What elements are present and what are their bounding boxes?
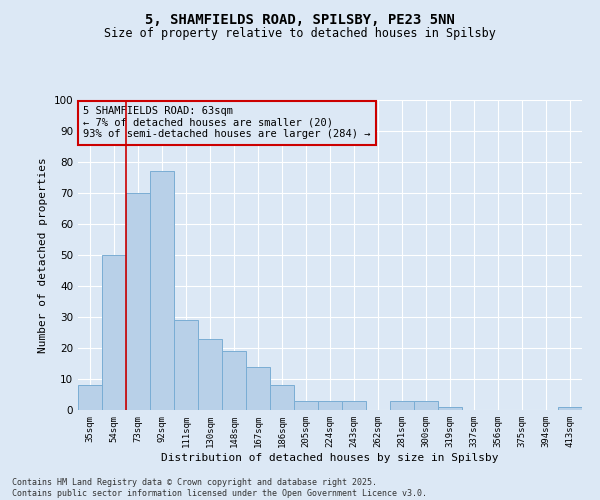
Bar (78, 385, 102, 410)
Text: Size of property relative to detached houses in Spilsby: Size of property relative to detached ho… (104, 28, 496, 40)
Y-axis label: Number of detached properties: Number of detached properties (38, 157, 48, 353)
Bar (198, 338, 222, 410)
Bar (222, 351, 246, 410)
Bar (246, 366, 270, 410)
Text: 5, SHAMFIELDS ROAD, SPILSBY, PE23 5NN: 5, SHAMFIELDS ROAD, SPILSBY, PE23 5NN (145, 12, 455, 26)
X-axis label: Distribution of detached houses by size in Spilsby: Distribution of detached houses by size … (161, 452, 499, 462)
Bar (294, 400, 318, 410)
Bar (414, 400, 438, 410)
Bar (318, 400, 342, 410)
Bar (174, 320, 198, 410)
Bar (342, 400, 366, 410)
Text: Contains HM Land Registry data © Crown copyright and database right 2025.
Contai: Contains HM Land Registry data © Crown c… (12, 478, 427, 498)
Bar (438, 407, 462, 410)
Bar (150, 172, 174, 410)
Bar (390, 400, 414, 410)
Bar (102, 255, 126, 410)
Bar (126, 193, 150, 410)
Bar (270, 385, 294, 410)
Text: 5 SHAMFIELDS ROAD: 63sqm
← 7% of detached houses are smaller (20)
93% of semi-de: 5 SHAMFIELDS ROAD: 63sqm ← 7% of detache… (83, 106, 371, 140)
Bar (558, 407, 582, 410)
